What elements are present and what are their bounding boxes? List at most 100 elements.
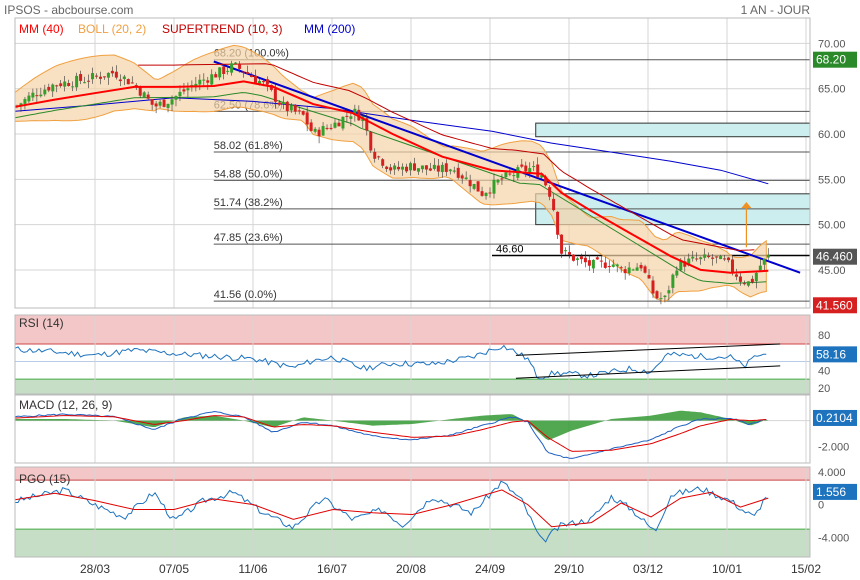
candle-body bbox=[341, 116, 345, 129]
candle-body bbox=[150, 99, 154, 105]
candle-body bbox=[23, 99, 27, 104]
candle-body bbox=[43, 89, 47, 95]
rsi-oversold-zone bbox=[15, 379, 810, 394]
candle-body bbox=[671, 274, 675, 288]
candle-body bbox=[79, 74, 83, 81]
candle-body bbox=[178, 91, 182, 97]
rsi-value-badge-bg bbox=[813, 346, 857, 363]
candle-body bbox=[587, 260, 591, 266]
candle-body bbox=[683, 261, 687, 267]
last-price-badge-bg bbox=[813, 248, 857, 265]
candle-body bbox=[659, 298, 663, 300]
candle-body bbox=[719, 255, 723, 260]
candle-body bbox=[377, 156, 381, 158]
candle-body bbox=[261, 81, 265, 83]
candle-body bbox=[226, 70, 230, 72]
candle-body bbox=[687, 258, 691, 266]
price-legend-item: MM (200) bbox=[304, 22, 355, 36]
candle-body bbox=[222, 66, 226, 75]
x-axis-tick: 28/03 bbox=[80, 562, 110, 576]
candle-body bbox=[738, 276, 742, 282]
candle-body bbox=[75, 75, 79, 88]
candle-body bbox=[512, 175, 516, 177]
macd-panel-frame bbox=[14, 394, 811, 464]
candle-body bbox=[607, 266, 611, 268]
pgo-value-badge: 1.556 bbox=[816, 485, 846, 499]
candle-body bbox=[273, 88, 277, 102]
candle-body bbox=[401, 166, 405, 170]
candle-body bbox=[456, 167, 460, 178]
candle-body bbox=[409, 163, 413, 171]
candle-body bbox=[63, 81, 67, 87]
rsi-panel-frame bbox=[14, 314, 811, 395]
candle-body bbox=[691, 256, 695, 259]
candle-body bbox=[285, 101, 289, 112]
fibonacci-label: 58.02 (61.8%) bbox=[214, 140, 283, 152]
candle-body bbox=[528, 168, 532, 173]
candle-body bbox=[106, 72, 110, 78]
candle-body bbox=[544, 176, 548, 186]
candle-body bbox=[754, 272, 758, 282]
candle-body bbox=[762, 258, 766, 265]
candle-body bbox=[214, 74, 218, 78]
price-panel-frame bbox=[14, 17, 811, 309]
candle-body bbox=[472, 183, 476, 189]
low-price-badge: 41.560 bbox=[816, 298, 853, 312]
candle-body bbox=[464, 177, 468, 180]
rsi-trendline bbox=[515, 365, 781, 379]
candle-body bbox=[635, 267, 639, 271]
candle-body bbox=[309, 122, 313, 131]
candle-body bbox=[130, 82, 134, 84]
rsi-y-tick: 40 bbox=[818, 365, 830, 377]
fibonacci-label: 51.74 (38.2%) bbox=[214, 197, 283, 209]
candle-body bbox=[313, 128, 317, 132]
pgo-lower-zone bbox=[15, 529, 810, 557]
candle-body bbox=[639, 265, 643, 269]
candle-body bbox=[305, 112, 309, 125]
candle-body bbox=[114, 71, 118, 78]
candle-body bbox=[444, 163, 448, 172]
candle-body bbox=[385, 166, 389, 170]
candle-body bbox=[369, 131, 373, 151]
candle-body bbox=[548, 187, 552, 197]
rsi-overbought-zone bbox=[15, 315, 810, 344]
candle-body bbox=[552, 198, 556, 211]
candle-body bbox=[186, 88, 190, 91]
candle-body bbox=[202, 79, 206, 81]
candle-body bbox=[595, 257, 599, 260]
candle-body bbox=[253, 75, 257, 83]
candle-body bbox=[564, 250, 568, 252]
candle-body bbox=[508, 173, 512, 175]
price-y-tick: 55.00 bbox=[818, 174, 846, 186]
candle-body bbox=[583, 257, 587, 263]
candle-body bbox=[766, 254, 770, 258]
candle-body bbox=[532, 166, 536, 168]
mm200-line bbox=[14, 97, 769, 185]
candle-body bbox=[496, 179, 500, 183]
candle-body bbox=[568, 252, 572, 255]
high-price-badge: 68.20 bbox=[816, 53, 846, 67]
candle-body bbox=[734, 274, 738, 277]
candle-body bbox=[27, 95, 31, 102]
supertrend-up-line bbox=[14, 92, 767, 285]
candle-body bbox=[35, 95, 39, 97]
candle-body bbox=[651, 280, 655, 294]
candle-body bbox=[333, 122, 337, 128]
fibonacci-label: 47.85 (23.6%) bbox=[214, 232, 283, 244]
candle-body bbox=[711, 257, 715, 259]
candle-body bbox=[146, 94, 150, 99]
candle-body bbox=[118, 79, 122, 82]
candle-body bbox=[39, 94, 43, 97]
x-axis-tick: 11/06 bbox=[238, 562, 267, 576]
candle-body bbox=[373, 151, 377, 159]
x-axis-tick: 10/01 bbox=[712, 562, 742, 576]
rsi-line bbox=[14, 344, 767, 380]
candle-body bbox=[536, 164, 540, 178]
candle-body bbox=[166, 103, 170, 108]
price-legend-item: MM (40) bbox=[19, 22, 64, 36]
candle-body bbox=[365, 118, 369, 131]
candle-body bbox=[325, 127, 329, 129]
macd-title: MACD (12, 26, 9) bbox=[19, 398, 112, 412]
candle-body bbox=[742, 283, 746, 285]
period-label: 1 AN - JOUR bbox=[740, 3, 810, 17]
